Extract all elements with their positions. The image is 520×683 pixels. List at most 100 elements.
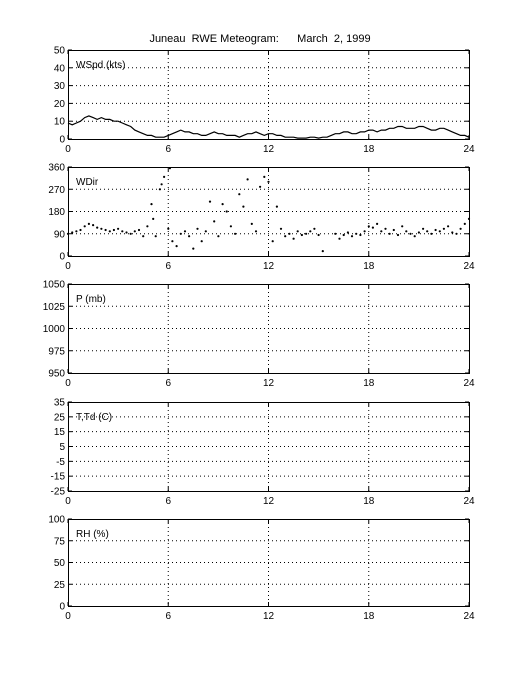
x-tick-label: 24 bbox=[463, 378, 475, 389]
panel-label: P (mb) bbox=[76, 294, 106, 305]
data-point bbox=[96, 226, 99, 229]
data-point bbox=[350, 235, 354, 238]
data-point bbox=[150, 203, 153, 206]
data-point bbox=[300, 233, 303, 237]
data-point bbox=[296, 230, 299, 233]
data-point bbox=[71, 231, 74, 234]
data-point bbox=[125, 231, 128, 234]
data-point bbox=[146, 225, 149, 228]
x-tick-label: 6 bbox=[165, 261, 171, 272]
data-point bbox=[447, 225, 450, 228]
data-point bbox=[225, 210, 228, 213]
data-point bbox=[363, 230, 366, 233]
data-point bbox=[79, 228, 82, 232]
data-point bbox=[92, 224, 95, 227]
x-tick-label: 0 bbox=[65, 144, 71, 155]
data-point bbox=[229, 225, 232, 228]
y-tick-label: 180 bbox=[48, 207, 65, 218]
data-point bbox=[75, 230, 78, 233]
data-point bbox=[371, 226, 374, 229]
y-tick-label: -15 bbox=[51, 472, 66, 483]
x-tick-label: 18 bbox=[363, 144, 375, 155]
data-point bbox=[142, 235, 145, 238]
data-point bbox=[267, 180, 270, 183]
panel-4: 0 6 12 18 24 -25 -15 -5 5 15 25 35 T,Td (C) bbox=[51, 398, 475, 508]
data-point bbox=[213, 220, 216, 223]
data-point bbox=[242, 205, 245, 208]
data-point bbox=[234, 232, 237, 235]
x-tick-label: 18 bbox=[363, 611, 375, 622]
data-point bbox=[208, 200, 212, 203]
data-point bbox=[442, 227, 445, 230]
data-point bbox=[100, 227, 103, 230]
data-point bbox=[367, 225, 370, 228]
data-point bbox=[279, 227, 283, 230]
data-point bbox=[246, 178, 249, 181]
data-point bbox=[401, 225, 404, 228]
y-tick-label: 360 bbox=[48, 163, 65, 174]
data-point bbox=[405, 230, 408, 233]
data-point bbox=[66, 232, 70, 235]
panel-label: WDir bbox=[76, 177, 99, 188]
y-tick-label: -5 bbox=[56, 457, 65, 468]
data-point bbox=[338, 237, 341, 240]
y-tick-label: 5 bbox=[59, 442, 65, 453]
data-point bbox=[254, 230, 258, 233]
data-point bbox=[417, 231, 420, 234]
data-point bbox=[346, 231, 349, 234]
data-point bbox=[112, 228, 115, 232]
data-point bbox=[292, 237, 295, 240]
data-point bbox=[355, 232, 358, 235]
data-point bbox=[154, 235, 157, 238]
x-tick-label: 6 bbox=[165, 378, 171, 389]
data-point bbox=[183, 230, 187, 233]
x-tick-label: 12 bbox=[263, 611, 275, 622]
data-point bbox=[455, 232, 458, 235]
panel-3: 0 6 12 18 24 950 975 1000 1025 1050 P (mb) bbox=[43, 280, 475, 390]
data-point bbox=[196, 227, 199, 230]
y-tick-label: 10 bbox=[54, 117, 66, 128]
data-point bbox=[259, 185, 262, 188]
data-point bbox=[200, 240, 203, 243]
data-point bbox=[467, 217, 471, 220]
data-point bbox=[108, 230, 111, 233]
data-point bbox=[188, 235, 191, 238]
x-tick-label: 6 bbox=[165, 496, 171, 507]
y-tick-label: -25 bbox=[51, 487, 66, 498]
y-tick-label: 15 bbox=[54, 427, 66, 438]
data-point bbox=[463, 222, 466, 225]
data-point bbox=[396, 233, 400, 237]
x-tick-label: 12 bbox=[263, 378, 275, 389]
data-point bbox=[163, 175, 166, 178]
data-point bbox=[121, 230, 124, 233]
data-point bbox=[288, 232, 291, 235]
x-tick-label: 12 bbox=[263, 261, 275, 272]
data-point bbox=[179, 232, 182, 235]
data-point bbox=[451, 231, 454, 234]
x-tick-label: 24 bbox=[463, 261, 475, 272]
data-point bbox=[438, 230, 441, 233]
x-tick-label: 24 bbox=[463, 144, 475, 155]
data-point bbox=[104, 228, 107, 232]
y-tick-label: 0 bbox=[59, 135, 65, 146]
panel-label: WSpd (kts) bbox=[76, 60, 125, 71]
y-tick-label: 50 bbox=[54, 46, 66, 57]
x-tick-label: 18 bbox=[363, 261, 375, 272]
data-point bbox=[137, 228, 141, 232]
y-tick-label: 1000 bbox=[43, 324, 66, 335]
data-point bbox=[263, 175, 266, 178]
data-point bbox=[422, 227, 425, 230]
panel-label: RH (%) bbox=[76, 529, 109, 540]
x-tick-label: 24 bbox=[463, 496, 475, 507]
x-tick-label: 6 bbox=[165, 144, 171, 155]
data-point bbox=[133, 230, 136, 233]
data-point bbox=[221, 203, 224, 206]
data-point bbox=[309, 230, 312, 233]
data-point bbox=[392, 228, 395, 232]
x-tick-label: 0 bbox=[65, 611, 71, 622]
x-tick-label: 24 bbox=[463, 611, 475, 622]
data-point bbox=[192, 247, 195, 250]
y-tick-label: 0 bbox=[59, 252, 65, 263]
y-tick-label: 30 bbox=[54, 81, 66, 92]
